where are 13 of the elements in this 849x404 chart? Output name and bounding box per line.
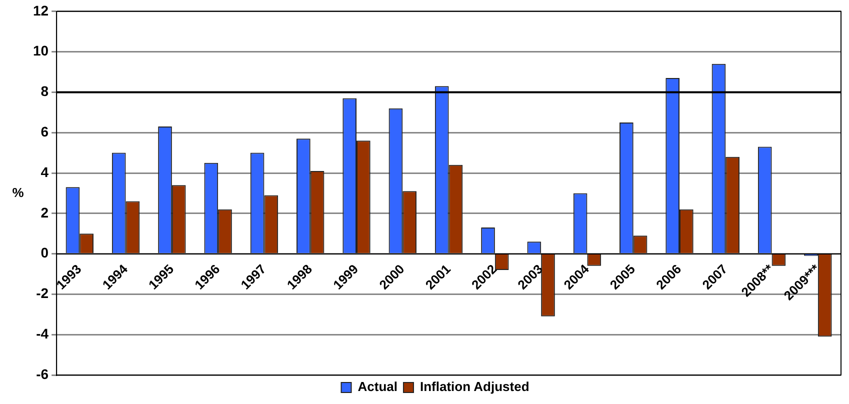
legend-label: Inflation Adjusted: [420, 379, 530, 394]
y-tick-label: -2: [36, 285, 49, 302]
y-tick-label: -6: [36, 366, 49, 382]
y-tick-label: 2: [40, 204, 49, 220]
y-tick-label: 10: [32, 42, 49, 59]
y-tick-label: 4: [40, 164, 49, 180]
legend-label: Actual: [358, 379, 398, 394]
y-tick-label: 8: [40, 83, 49, 100]
y-axis-title: %: [12, 184, 24, 200]
y-tick-label: -4: [36, 325, 49, 342]
y-tick-label: 6: [40, 123, 49, 140]
y-tick-label: 0: [40, 244, 49, 261]
y-tick-label: 12: [32, 2, 49, 18]
